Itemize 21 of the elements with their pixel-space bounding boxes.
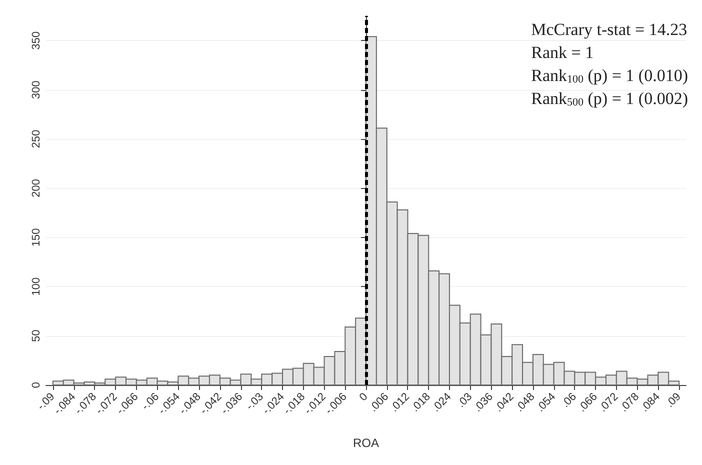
y-tick-label: 300 bbox=[30, 80, 42, 99]
x-tick-label: .024 bbox=[430, 390, 454, 414]
y-tick-label: 150 bbox=[30, 228, 42, 247]
x-tick-label: -.03 bbox=[244, 390, 266, 413]
x-tick-label: -.06 bbox=[140, 390, 162, 413]
x-tick-label: -.09 bbox=[35, 390, 58, 413]
y-tick-label: 350 bbox=[30, 31, 42, 50]
y-tick-label: 250 bbox=[30, 130, 42, 148]
y-tick-label: 50 bbox=[30, 330, 42, 342]
x-tick-label: 0 bbox=[357, 390, 370, 404]
x-tick-label: .09 bbox=[664, 390, 684, 410]
x-axis-title: ROA bbox=[352, 436, 380, 450]
y-tick-label: 200 bbox=[30, 179, 42, 198]
y-tick-label: 0 bbox=[30, 382, 42, 388]
x-tick-label: .042 bbox=[492, 390, 516, 414]
annotation: McCrary t-stat = 14.23 bbox=[531, 20, 688, 39]
annotation: Rank = 1 bbox=[531, 43, 594, 62]
x-tick-label: .06 bbox=[560, 390, 579, 410]
x-tick-label: .066 bbox=[576, 390, 600, 414]
y-tick-label: 100 bbox=[30, 277, 42, 296]
x-tick-label: .018 bbox=[409, 390, 433, 414]
